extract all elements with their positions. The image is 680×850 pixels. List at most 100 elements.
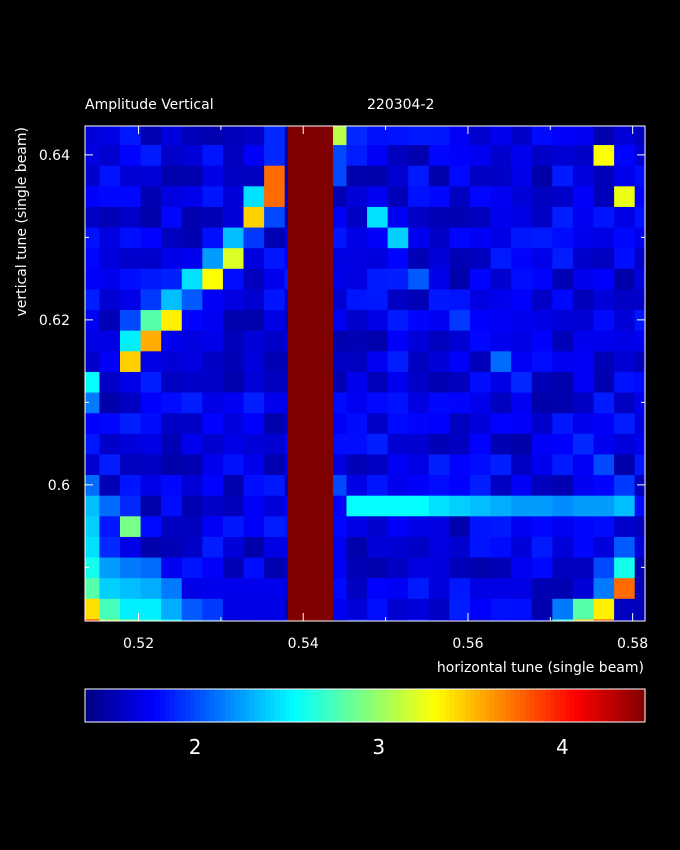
heatmap-cell	[367, 185, 389, 207]
y-axis-label: vertical tune (single beam)	[14, 127, 30, 317]
heatmap-cell	[387, 371, 409, 393]
heatmap-cell	[161, 288, 183, 311]
heatmap-cell	[593, 144, 615, 166]
heatmap-cell	[428, 598, 450, 620]
heatmap-cell	[99, 577, 121, 599]
heatmap-cell	[511, 474, 533, 496]
heatmap-cell	[428, 165, 450, 187]
heatmap-cell	[614, 392, 636, 414]
heatmap-cell	[140, 474, 162, 496]
heatmap-cell	[243, 598, 265, 620]
heatmap-cell	[264, 330, 286, 352]
heatmap-cell	[140, 453, 162, 476]
heatmap-cell	[490, 350, 512, 372]
heatmap-cell	[264, 165, 286, 187]
heatmap-cell	[490, 206, 512, 228]
saturated-band	[288, 126, 333, 621]
heatmap-cell	[367, 309, 389, 331]
heatmap-cell	[367, 433, 389, 455]
colorbar-swatch	[315, 689, 321, 722]
heatmap-cell	[264, 557, 286, 579]
y-tick-label: 0.62	[39, 313, 70, 329]
colorbar-swatch	[420, 689, 426, 722]
heatmap-cell	[408, 536, 430, 558]
heatmap-cell	[408, 309, 430, 331]
heatmap-cell	[593, 350, 615, 372]
heatmap-cell	[181, 126, 203, 146]
colorbar-swatch	[280, 689, 286, 722]
heatmap-cell	[140, 126, 162, 146]
heatmap-cell	[181, 165, 203, 187]
heatmap-cell	[140, 371, 162, 393]
heatmap-cell	[449, 557, 471, 579]
heatmap-cell	[140, 144, 162, 166]
heatmap-cell	[531, 495, 553, 517]
heatmap-cell	[99, 330, 121, 352]
heatmap-cell	[449, 474, 471, 496]
heatmap-cell	[408, 268, 430, 290]
heatmap-cell	[243, 247, 265, 269]
colorbar-swatch	[540, 689, 546, 722]
heatmap-cell	[531, 288, 553, 311]
heatmap-cell	[449, 309, 471, 331]
heatmap-cell	[428, 577, 450, 599]
heatmap-cell	[634, 392, 646, 414]
heatmap-cell	[572, 268, 595, 290]
colorbar-swatch	[175, 689, 181, 722]
heatmap-cell	[449, 227, 471, 249]
heatmap-cell	[572, 618, 595, 622]
heatmap-cell	[161, 474, 183, 496]
heatmap-cell	[99, 350, 121, 372]
heatmap-cell	[243, 165, 265, 187]
heatmap-cell	[140, 618, 162, 622]
heatmap-cell	[202, 392, 224, 414]
heatmap-cell	[572, 330, 595, 352]
heatmap-cell	[470, 144, 492, 166]
heatmap-cell	[387, 227, 409, 249]
heatmap-cell	[552, 536, 574, 558]
heatmap-cell	[552, 330, 574, 352]
heatmap-cell	[161, 268, 183, 290]
heatmap-cell	[243, 309, 265, 331]
heatmap-cell	[470, 515, 492, 537]
heatmap-cell	[428, 268, 450, 290]
heatmap-cell	[181, 495, 203, 517]
heatmap-cell	[346, 495, 368, 517]
heatmap-cell	[264, 598, 286, 620]
colorbar-swatch	[160, 689, 166, 722]
heatmap-cell	[634, 247, 646, 269]
heatmap-cell	[408, 288, 430, 311]
heatmap-cell	[428, 144, 450, 166]
heatmap-cell	[346, 536, 368, 558]
heatmap-cell	[161, 144, 183, 166]
colorbar-swatch	[375, 689, 381, 722]
heatmap-cell	[593, 515, 615, 537]
colorbar-swatch	[180, 689, 186, 722]
colorbar-swatch	[445, 689, 451, 722]
heatmap-cell	[572, 126, 595, 146]
heatmap-cell	[161, 577, 183, 599]
heatmap-cell	[99, 557, 121, 579]
heatmap-cell	[264, 474, 286, 496]
colorbar-swatch	[225, 689, 231, 722]
heatmap-cell	[140, 309, 162, 331]
heatmap-cell	[614, 330, 636, 352]
colorbar-swatch	[450, 689, 456, 722]
heatmap-cell	[449, 185, 471, 207]
heatmap-cell	[572, 433, 595, 455]
colorbar-swatch	[600, 689, 606, 722]
heatmap-cell	[614, 268, 636, 290]
heatmap-cell	[99, 126, 121, 146]
heatmap-cell	[140, 227, 162, 249]
heatmap-cell	[449, 268, 471, 290]
heatmap-cell	[202, 371, 224, 393]
heatmap-cell	[99, 412, 121, 434]
heatmap-cell	[243, 495, 265, 517]
heatmap-cell	[387, 536, 409, 558]
heatmap-cell	[243, 227, 265, 249]
heatmap-cell	[408, 412, 430, 434]
heatmap-cell	[470, 453, 492, 476]
heatmap-cell	[408, 392, 430, 414]
heatmap-cell	[367, 288, 389, 311]
heatmap-cell	[243, 330, 265, 352]
